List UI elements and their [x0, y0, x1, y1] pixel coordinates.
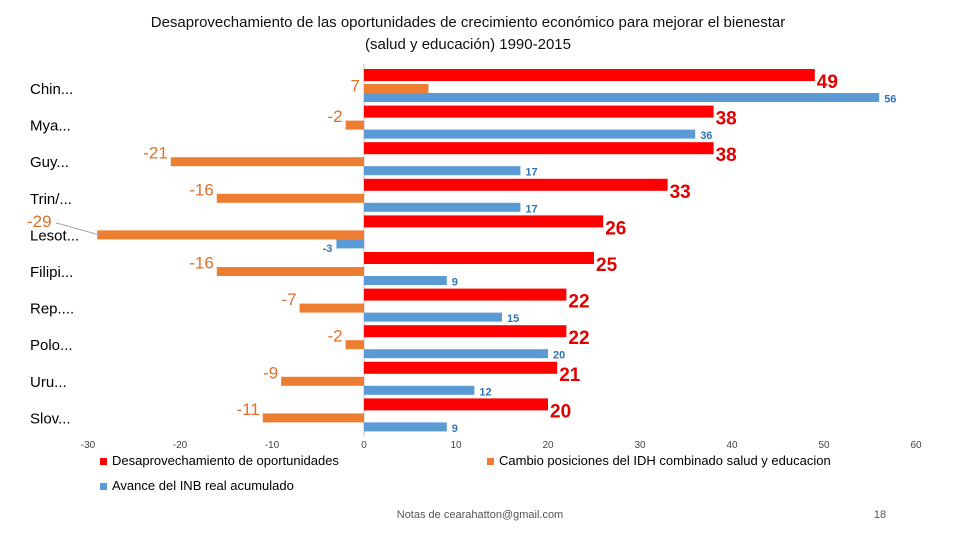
data-label-blue: 36 — [700, 130, 712, 142]
bar-orange — [345, 340, 364, 350]
bar-orange — [364, 84, 429, 93]
legend-label-red: Desaprovechamiento de oportunidades — [112, 453, 339, 468]
x-tick-label: 20 — [542, 440, 554, 451]
bar-blue — [364, 202, 521, 212]
bar-red — [364, 142, 714, 155]
bar-orange — [299, 303, 364, 313]
data-label-orange: -21 — [143, 144, 168, 163]
callout-line — [55, 222, 100, 236]
x-tick-label: -10 — [265, 440, 280, 451]
data-label-blue: 12 — [479, 386, 491, 398]
data-label-red: 38 — [716, 145, 737, 166]
chart-title-line-2: (salud y educación) 1990-2015 — [365, 36, 571, 53]
bar-orange — [281, 376, 364, 386]
data-label-red: 22 — [568, 292, 589, 313]
x-tick-label: 10 — [450, 440, 462, 451]
x-tick-label: 30 — [634, 440, 646, 451]
data-label-blue: 9 — [452, 423, 458, 435]
legend-swatch-orange — [487, 458, 494, 465]
data-label-orange: -29 — [27, 212, 52, 231]
data-label-blue: 17 — [525, 167, 537, 179]
legend-swatch-blue — [100, 483, 107, 490]
category-label: Filipi... — [30, 264, 73, 281]
data-label-blue: 56 — [884, 94, 896, 106]
data-label-blue: 15 — [507, 313, 519, 325]
x-tick-label: -20 — [173, 440, 188, 451]
x-tick-label: 40 — [726, 440, 738, 451]
data-label-red: 49 — [817, 72, 838, 93]
bar-red — [364, 288, 567, 301]
data-label-blue: 9 — [452, 277, 458, 289]
bar-red — [364, 361, 558, 374]
bar-red — [364, 252, 594, 264]
category-label: Uru... — [30, 374, 67, 391]
footer-note: Notas de cearahatton@gmail.com — [396, 509, 564, 521]
bar-blue — [364, 422, 447, 432]
category-label: Chin... — [30, 81, 73, 98]
legend-label-orange: Cambio posiciones del IDH combinado salu… — [499, 453, 831, 468]
x-tick-label: 60 — [910, 440, 922, 451]
bar-blue — [364, 349, 548, 359]
data-label-red: 21 — [559, 365, 581, 386]
bar-blue — [364, 93, 880, 102]
bar-red — [364, 178, 668, 191]
bar-orange — [97, 230, 364, 240]
category-label: Polo... — [30, 337, 73, 354]
legend-swatch-red — [100, 458, 107, 465]
data-label-orange: 7 — [351, 77, 360, 96]
data-label-orange: -9 — [263, 363, 278, 382]
bar-orange — [262, 413, 364, 423]
bar-blue — [364, 276, 447, 285]
bar-orange — [216, 193, 364, 203]
category-label: Rep.... — [30, 301, 74, 318]
category-label: Mya... — [30, 118, 71, 135]
data-label-blue: -3 — [323, 243, 333, 255]
bar-red — [364, 69, 815, 81]
category-label: Slov... — [30, 410, 71, 427]
bar-red — [364, 215, 604, 228]
category-label: Guy... — [30, 154, 69, 171]
data-label-red: 25 — [596, 255, 618, 276]
bar-blue — [364, 312, 502, 322]
data-label-red: 33 — [670, 182, 691, 203]
bar-red — [364, 325, 567, 338]
data-label-red: 20 — [550, 401, 571, 422]
category-label: Lesot... — [30, 227, 79, 244]
data-label-orange: -11 — [236, 400, 259, 419]
data-label-red: 38 — [716, 109, 737, 130]
category-label: Trin/... — [30, 191, 72, 208]
bar-blue — [364, 385, 475, 395]
legend-label-blue: Avance del INB real acumulado — [112, 478, 294, 493]
bar-blue — [336, 239, 364, 249]
data-label-orange: -16 — [189, 254, 214, 273]
data-label-blue: 20 — [553, 350, 565, 362]
bar-blue — [364, 166, 521, 176]
bar-orange — [345, 120, 364, 130]
data-label-orange: -16 — [189, 180, 214, 199]
bar-orange — [170, 157, 364, 167]
bar-red — [364, 105, 714, 118]
data-label-red: 26 — [605, 218, 626, 239]
bar-orange — [216, 267, 364, 276]
data-label-orange: -7 — [281, 290, 296, 309]
bar-red — [364, 398, 548, 411]
x-tick-label: 50 — [818, 440, 830, 451]
page-number: 18 — [873, 509, 887, 521]
data-label-orange: -2 — [327, 327, 342, 346]
bar-blue — [364, 129, 696, 139]
data-label-red: 22 — [568, 328, 589, 349]
data-label-orange: -2 — [327, 107, 342, 126]
x-tick-label: -30 — [81, 440, 96, 451]
x-tick-label: 0 — [361, 440, 367, 451]
chart-title-line-1: Desaprovechamiento de las oportunidades … — [150, 14, 786, 31]
chart-title: Desaprovechamiento de las oportunidades … — [0, 12, 936, 56]
data-label-blue: 17 — [525, 203, 537, 215]
